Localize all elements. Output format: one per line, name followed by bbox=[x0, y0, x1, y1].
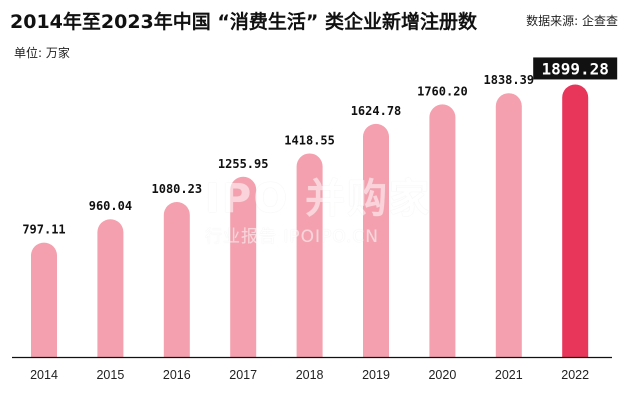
bar-2019 bbox=[363, 123, 389, 357]
x-tick-2014: 2014 bbox=[30, 368, 58, 382]
x-tick-2022: 2022 bbox=[561, 368, 589, 382]
bar-2022 bbox=[562, 84, 589, 357]
value-label-2015: 960.04 bbox=[89, 199, 132, 213]
bar-2017 bbox=[230, 176, 257, 357]
value-label-2020: 1760.20 bbox=[417, 84, 468, 98]
x-tick-2021: 2021 bbox=[495, 368, 523, 382]
bar-2020 bbox=[429, 104, 456, 357]
value-label-2018: 1418.55 bbox=[284, 133, 335, 147]
bar-2021 bbox=[495, 93, 522, 357]
x-tick-2018: 2018 bbox=[296, 368, 324, 382]
x-tick-2015: 2015 bbox=[96, 368, 124, 382]
value-label-2019: 1624.78 bbox=[351, 104, 402, 118]
value-label-2016: 1080.23 bbox=[152, 182, 203, 196]
unit-label: 单位: 万家 bbox=[14, 46, 70, 60]
value-label-2014: 797.11 bbox=[22, 223, 65, 237]
chart-title: 2014年至2023年中国 “消费生活” 类企业新增注册数 bbox=[10, 11, 477, 33]
x-tick-2016: 2016 bbox=[163, 368, 191, 382]
highlight-label-background bbox=[533, 57, 618, 80]
x-tick-2020: 2020 bbox=[428, 368, 456, 382]
bar-2018 bbox=[296, 153, 323, 357]
bar-2016 bbox=[163, 201, 190, 357]
value-label-2021: 1838.39 bbox=[484, 73, 535, 87]
x-tick-2019: 2019 bbox=[362, 368, 390, 382]
bar-2015 bbox=[97, 219, 124, 357]
x-tick-2017: 2017 bbox=[229, 368, 257, 382]
data-source: 数据来源: 企查查 bbox=[526, 14, 618, 28]
bar-2014 bbox=[31, 242, 57, 357]
value-label-2022: 1899.28 bbox=[541, 59, 608, 78]
value-label-2017: 1255.95 bbox=[218, 157, 269, 171]
